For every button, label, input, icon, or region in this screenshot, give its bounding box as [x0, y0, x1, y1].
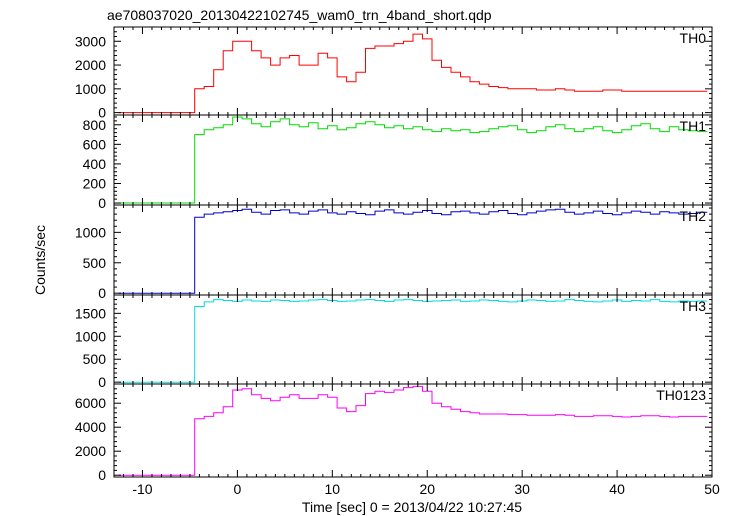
y-tick-label: 1500 — [75, 305, 106, 321]
panel-frame — [113, 204, 713, 296]
panel-frame — [113, 383, 713, 478]
y-tick-label: 200 — [83, 175, 107, 191]
y-tick-label: 1000 — [75, 224, 106, 240]
panel-th1: 0 200 400 600 800 TH1 — [83, 114, 713, 211]
series-line-th0 — [118, 33, 708, 114]
y-axis-title: Counts/sec — [32, 225, 48, 295]
y-tick-label: 0 — [98, 374, 106, 390]
y-tick-label: 800 — [83, 117, 107, 133]
y-tick-label: 0 — [98, 195, 106, 211]
chart-title: ae708037020_20130422102745_wam0_trn_4ban… — [107, 7, 492, 23]
panel-th0123: 0 2000 4000 6000 TH0123 — [75, 383, 713, 483]
x-tick-label: 30 — [514, 481, 530, 497]
x-axis-tick-labels: -10 0 10 20 30 40 50 — [132, 481, 720, 497]
y-tick-label: 500 — [83, 255, 107, 271]
y-tick-label: 1000 — [75, 81, 106, 97]
panel-th2: 0 500 1000 TH2 — [75, 204, 713, 301]
x-tick-label: 20 — [419, 481, 435, 497]
series-line-th0123 — [118, 385, 708, 476]
series-line-th1 — [118, 116, 708, 204]
y-tick-label: 1000 — [75, 328, 106, 344]
y-tick-label: 3000 — [75, 33, 106, 49]
panel-label-th3: TH3 — [680, 298, 707, 314]
x-tick-label: 40 — [609, 481, 625, 497]
x-tick-label: 0 — [233, 481, 241, 497]
y-tick-label: 0 — [98, 467, 106, 483]
panel-th0: 0 1000 2000 3000 TH0 — [75, 26, 713, 121]
y-tick-label: 2000 — [75, 443, 106, 459]
x-tick-label: -10 — [132, 481, 152, 497]
y-tick-label: 0 — [98, 285, 106, 301]
y-tick-label: 2000 — [75, 57, 106, 73]
x-axis-title: Time [sec] 0 = 2013/04/22 10:27:45 — [302, 499, 522, 515]
panel-label-th0123: TH0123 — [656, 387, 706, 403]
panel-label-th0: TH0 — [680, 30, 707, 46]
y-tick-label: 4000 — [75, 419, 106, 435]
series-line-th3 — [118, 299, 708, 383]
y-tick-label: 0 — [98, 105, 106, 121]
panel-th3: 0 500 1000 1500 TH3 — [75, 294, 713, 390]
x-tick-label: 50 — [704, 481, 720, 497]
panel-label-th2: TH2 — [680, 208, 707, 224]
y-tick-label: 500 — [83, 351, 107, 367]
series-line-th2 — [118, 208, 708, 294]
y-tick-label: 6000 — [75, 395, 106, 411]
panel-frame — [113, 294, 713, 385]
y-tick-label: 600 — [83, 136, 107, 152]
y-tick-label: 400 — [83, 156, 107, 172]
x-tick-label: 10 — [325, 481, 341, 497]
panels-group: 0 1000 2000 3000 TH0 0 200 400 600 800 TH1 0 500 1000… — [75, 26, 713, 483]
panel-label-th1: TH1 — [680, 118, 707, 134]
